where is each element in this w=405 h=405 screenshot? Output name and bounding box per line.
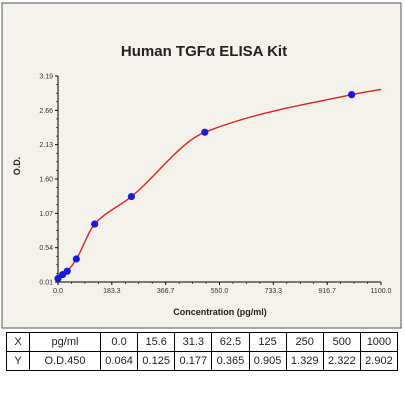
table-cell: 0.365 (211, 351, 250, 371)
y-tick-label: 0.54 (39, 245, 53, 252)
table-cell: 500 (322, 332, 361, 352)
table-cell: 0.0 (99, 332, 139, 352)
data-point (348, 91, 356, 99)
axes-layer: 0.01 0.54 1.07 1.60 2.13 2.66 3.19 0.0 183.3 366.… (39, 74, 391, 296)
table-cell: 15.6 (137, 332, 176, 352)
table-cell: 0.177 (174, 351, 213, 371)
chart-svg: Human TGFα ELISA Kit O.D. Concentration … (1, 2, 402, 329)
x-axis-title: Concentration (pg/ml) (173, 307, 267, 317)
y-tick-label: 1.60 (39, 177, 53, 184)
table-cell: 62.5 (211, 332, 250, 352)
table-unit-cell: O.D.450 (29, 351, 101, 371)
table-cell: 1.329 (285, 351, 324, 371)
x-tick-label: 916.7 (318, 288, 336, 295)
x-tick-label: 366.7 (157, 288, 175, 295)
data-point (201, 128, 209, 136)
table-row-x: X pg/ml 0.0 15.6 31.3 62.5 125 250 500 1… (6, 332, 399, 352)
table-cell: 0.064 (99, 351, 139, 371)
table-cell: 1000 (359, 332, 399, 352)
y-tick-label: 0.01 (39, 280, 53, 287)
x-tick-label: 550.0 (211, 288, 229, 295)
data-point (72, 255, 80, 263)
table-unit-cell: pg/ml (29, 332, 101, 352)
table-row-y: Y O.D.450 0.064 0.125 0.177 0.365 0.905 … (6, 351, 399, 371)
y-tick-label: 2.13 (39, 142, 53, 149)
x-tick-label: 0.0 (53, 288, 63, 295)
y-tick-label: 1.07 (39, 211, 53, 218)
chart-title: Human TGFα ELISA Kit (121, 43, 287, 60)
x-tick-label: 733.3 (265, 288, 283, 295)
points-layer (54, 91, 356, 283)
y-tick-label: 3.19 (39, 74, 53, 81)
data-point (127, 192, 136, 201)
table-cell: 0.125 (137, 351, 176, 371)
x-tick-label: 183.3 (103, 288, 121, 295)
table-row-head: X (6, 332, 30, 352)
table-row-head: Y (6, 351, 30, 371)
y-axis-title: O.D. (12, 157, 22, 176)
table-cell: 0.905 (248, 351, 287, 371)
data-point (91, 220, 99, 228)
table-cell: 31.3 (174, 332, 213, 352)
y-tick-label: 2.66 (39, 108, 53, 115)
table-cell: 250 (285, 332, 324, 352)
data-point (63, 267, 71, 275)
x-tick-label: 1100.0 (371, 288, 392, 295)
table-cell: 2.322 (322, 351, 361, 371)
table-cell: 125 (248, 332, 287, 352)
table-cell: 2.902 (359, 351, 399, 371)
data-table: X pg/ml 0.0 15.6 31.3 62.5 125 250 500 1… (6, 332, 399, 371)
chart-frame: Human TGFα ELISA Kit O.D. Concentration … (1, 2, 402, 329)
